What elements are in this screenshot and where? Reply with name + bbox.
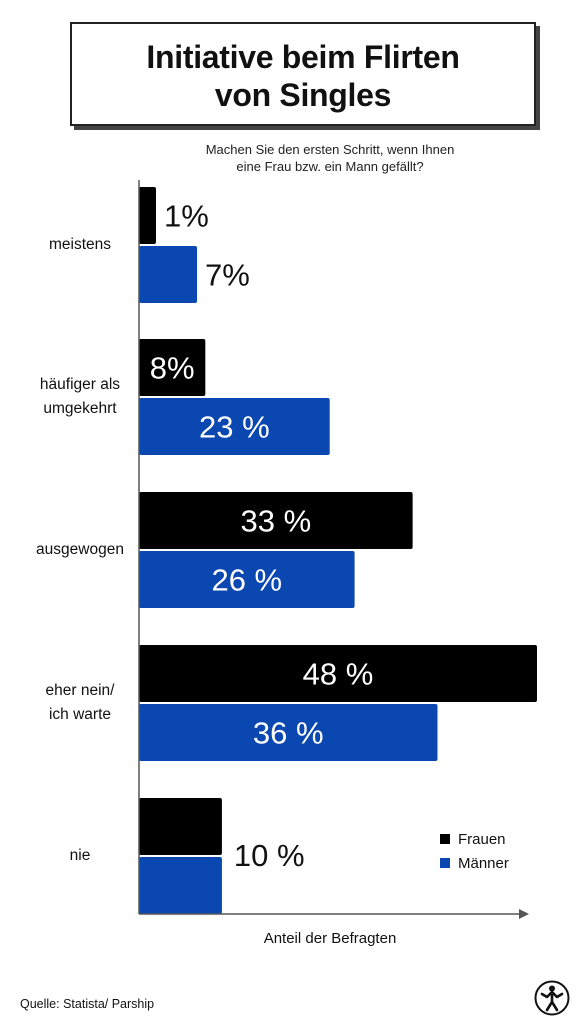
category-label-3: eher nein/ich warte bbox=[15, 679, 145, 727]
category-label-3-line-1: ich warte bbox=[48, 706, 112, 723]
data-label-maenner-3: 36 % bbox=[253, 716, 324, 751]
bar-frauen-4 bbox=[139, 798, 222, 855]
bar-maenner-4 bbox=[139, 857, 222, 914]
chart-title-line-1: Initiative beim Flirten bbox=[146, 39, 460, 75]
data-label-maenner-2: 26 % bbox=[211, 563, 282, 598]
bar-frauen-3 bbox=[139, 645, 537, 702]
bar-frauen-1 bbox=[139, 339, 206, 396]
x-axis-title: Anteil der Befragten bbox=[263, 930, 397, 947]
category-label-0: meistens bbox=[15, 233, 145, 257]
category-label-4-line-0: nie bbox=[69, 847, 91, 864]
chart-subtitle-line-2: eine Frau bzw. ein Mann gefällt? bbox=[236, 159, 424, 174]
title-box: Initiative beim Flirten von Singles bbox=[70, 22, 536, 126]
runner-silhouette-icon bbox=[534, 980, 570, 1016]
chart-title-line-2: von Singles bbox=[214, 77, 392, 113]
chart-subtitle-line-1: Machen Sie den ersten Schritt, wenn Ihne… bbox=[205, 142, 455, 157]
legend-label-frauen: Frauen bbox=[458, 830, 506, 848]
legend-swatch-frauen bbox=[440, 834, 450, 844]
category-label-1-line-1: umgekehrt bbox=[43, 400, 117, 417]
legend-label-maenner: Männer bbox=[458, 854, 509, 872]
data-label-maenner-1: 23 % bbox=[199, 410, 270, 445]
legend-item-frauen: Frauen bbox=[440, 827, 509, 851]
category-label-2-line-0: ausgewogen bbox=[36, 541, 124, 558]
category-label-2: ausgewogen bbox=[15, 538, 145, 562]
source-note: Quelle: Statista/ Parship bbox=[20, 997, 155, 1011]
category-label-0-line-0: meistens bbox=[48, 236, 112, 253]
category-label-1-line-0: häufiger als bbox=[39, 376, 121, 393]
category-label-1: häufiger als umgekehrt bbox=[15, 373, 145, 421]
legend-item-maenner: Männer bbox=[440, 851, 509, 875]
bar-maenner-0 bbox=[139, 246, 198, 303]
data-label-frauen-2: 33 % bbox=[240, 504, 311, 539]
x-axis-arrow-icon bbox=[519, 909, 529, 919]
data-label-frauen-0: 1% bbox=[164, 199, 209, 234]
data-label-frauen-1: 8% bbox=[150, 351, 195, 386]
legend-swatch-maenner bbox=[440, 858, 450, 868]
bar-frauen-2 bbox=[139, 492, 413, 549]
data-label-shared-4: 10 % bbox=[234, 838, 305, 873]
category-label-4: nie bbox=[15, 844, 145, 868]
chart-subtitle: Machen Sie den ersten Schritt, wenn Ihne… bbox=[120, 141, 540, 175]
category-label-3-line-0: eher nein/ bbox=[45, 682, 115, 699]
chart-title: Initiative beim Flirten von Singles bbox=[72, 38, 534, 114]
bar-maenner-2 bbox=[139, 551, 355, 608]
data-label-frauen-3: 48 % bbox=[303, 657, 374, 692]
bar-maenner-1 bbox=[139, 398, 330, 455]
legend: Frauen Männer bbox=[440, 827, 509, 875]
bar-frauen-0 bbox=[139, 187, 156, 244]
bar-maenner-3 bbox=[139, 704, 438, 761]
data-label-maenner-0: 7% bbox=[205, 258, 250, 293]
